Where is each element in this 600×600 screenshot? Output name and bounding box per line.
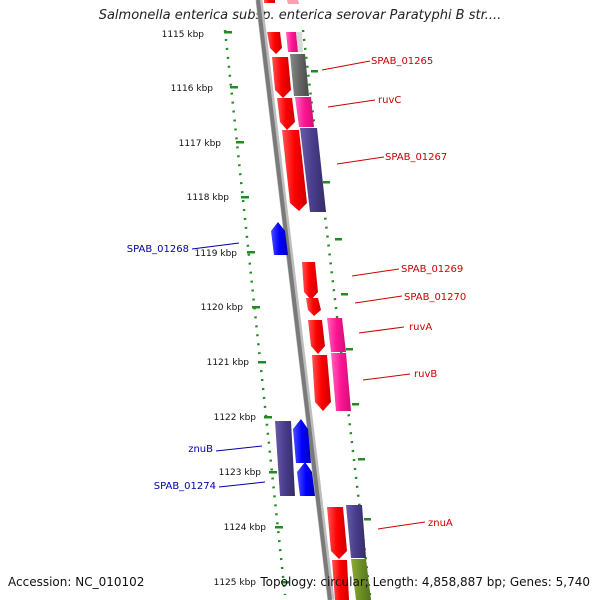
gene-arrow[interactable] xyxy=(296,32,303,52)
tick-mark xyxy=(264,416,272,419)
gene-arrow[interactable] xyxy=(327,318,346,352)
tick-label: 1118 kbp xyxy=(187,193,230,203)
tick-label: 1119 kbp xyxy=(195,249,238,259)
gene-label[interactable]: ruvA xyxy=(409,322,432,333)
leader-line xyxy=(336,156,385,165)
tick-mark xyxy=(252,306,260,309)
gene-label[interactable]: znuA xyxy=(428,518,453,529)
leader-line xyxy=(362,373,411,381)
gene-arrow[interactable] xyxy=(286,32,298,52)
outer-tick-mark xyxy=(341,293,348,296)
gene-arrow[interactable] xyxy=(282,130,307,211)
gene-label[interactable]: znuB xyxy=(188,444,213,455)
tick-mark xyxy=(236,141,244,144)
tick-mark xyxy=(224,31,232,34)
gene-label[interactable]: ruvB xyxy=(414,369,437,380)
gene-arrow[interactable] xyxy=(332,560,349,600)
tick-label: 1121 kbp xyxy=(207,358,250,368)
gene-arrow[interactable] xyxy=(297,462,315,496)
gene-arrow[interactable] xyxy=(287,0,299,4)
forward-gene-labels: SPAB_01265 ruvC SPAB_01267 SPAB_01269 SP… xyxy=(321,56,466,530)
gene-label[interactable]: SPAB_01268 xyxy=(127,244,189,255)
outer-tick-mark xyxy=(323,181,330,184)
leader-line xyxy=(321,60,371,71)
gene-arrow[interactable] xyxy=(327,507,347,559)
tick-marks xyxy=(224,31,371,584)
gene-arrow[interactable] xyxy=(272,57,291,98)
tick-label: 1124 kbp xyxy=(224,523,267,533)
gene-arrow[interactable] xyxy=(306,298,321,316)
gene-arrow[interactable] xyxy=(271,222,288,255)
tick-label: 1122 kbp xyxy=(214,413,257,423)
map-title: Salmonella enterica subsp. enterica sero… xyxy=(98,8,502,23)
accession-label: Accession: NC_010102 xyxy=(8,575,145,589)
tick-mark xyxy=(247,251,255,254)
tick-mark xyxy=(275,526,283,529)
gene-arrow[interactable] xyxy=(308,320,325,354)
leader-line xyxy=(215,445,263,452)
backbone xyxy=(256,0,332,600)
gene-label[interactable]: ruvC xyxy=(378,95,401,106)
reverse-gene-labels: SPAB_01268 znuB SPAB_01274 xyxy=(127,242,266,492)
tick-label: 1120 kbp xyxy=(201,303,244,313)
gene-arrow[interactable] xyxy=(302,262,318,300)
leader-line xyxy=(218,481,266,488)
tick-mark xyxy=(230,86,238,89)
leader-line xyxy=(377,521,426,530)
gene-arrow[interactable] xyxy=(264,0,275,3)
gene-arrow[interactable] xyxy=(312,355,331,411)
outer-tick-mark xyxy=(358,458,365,461)
gene-arrow[interactable] xyxy=(293,419,311,463)
genome-summary: Topology: circular; Length: 4,858,887 bp… xyxy=(260,575,590,589)
tick-label: 1115 kbp xyxy=(162,30,205,40)
gene-arrow[interactable] xyxy=(300,128,326,212)
outer-tick-mark xyxy=(311,70,318,73)
tick-label: 1125 kbp xyxy=(214,578,257,588)
leader-line xyxy=(191,242,240,250)
gene-label[interactable]: SPAB_01267 xyxy=(385,152,447,163)
gene-arrow[interactable] xyxy=(331,353,351,411)
reverse-genes xyxy=(271,222,315,496)
leader-line xyxy=(327,99,376,108)
tick-mark xyxy=(258,361,266,364)
leader-line xyxy=(358,326,405,334)
forward-genes-outer xyxy=(286,0,371,600)
tick-mark xyxy=(269,471,277,474)
gene-arrow[interactable] xyxy=(351,559,371,600)
outer-tick-mark xyxy=(352,403,359,406)
gene-label[interactable]: SPAB_01270 xyxy=(404,292,466,303)
outer-tick-mark xyxy=(346,348,353,351)
gene-arrow[interactable] xyxy=(267,32,282,54)
gene-label[interactable]: SPAB_01265 xyxy=(371,56,433,67)
outer-tick-mark xyxy=(335,238,342,241)
gene-arrow[interactable] xyxy=(295,97,314,127)
tick-labels: 1115 kbp 1116 kbp 1117 kbp 1118 kbp 1119… xyxy=(162,30,267,588)
tick-label: 1116 kbp xyxy=(171,84,214,94)
tick-label: 1123 kbp xyxy=(219,468,262,478)
tick-mark xyxy=(281,581,289,584)
gene-arrow[interactable] xyxy=(277,98,295,130)
gene-label[interactable]: SPAB_01274 xyxy=(154,481,216,492)
leader-line xyxy=(351,268,400,277)
gene-arrow[interactable] xyxy=(290,54,309,96)
tick-label: 1117 kbp xyxy=(179,139,222,149)
tick-mark xyxy=(241,196,249,199)
outer-tick-mark xyxy=(364,518,371,521)
gene-label[interactable]: SPAB_01269 xyxy=(401,264,463,275)
gene-arrow[interactable] xyxy=(346,505,366,558)
gene-arrow[interactable] xyxy=(275,421,295,496)
forward-genes-inner xyxy=(264,0,349,600)
leader-line xyxy=(354,295,403,304)
